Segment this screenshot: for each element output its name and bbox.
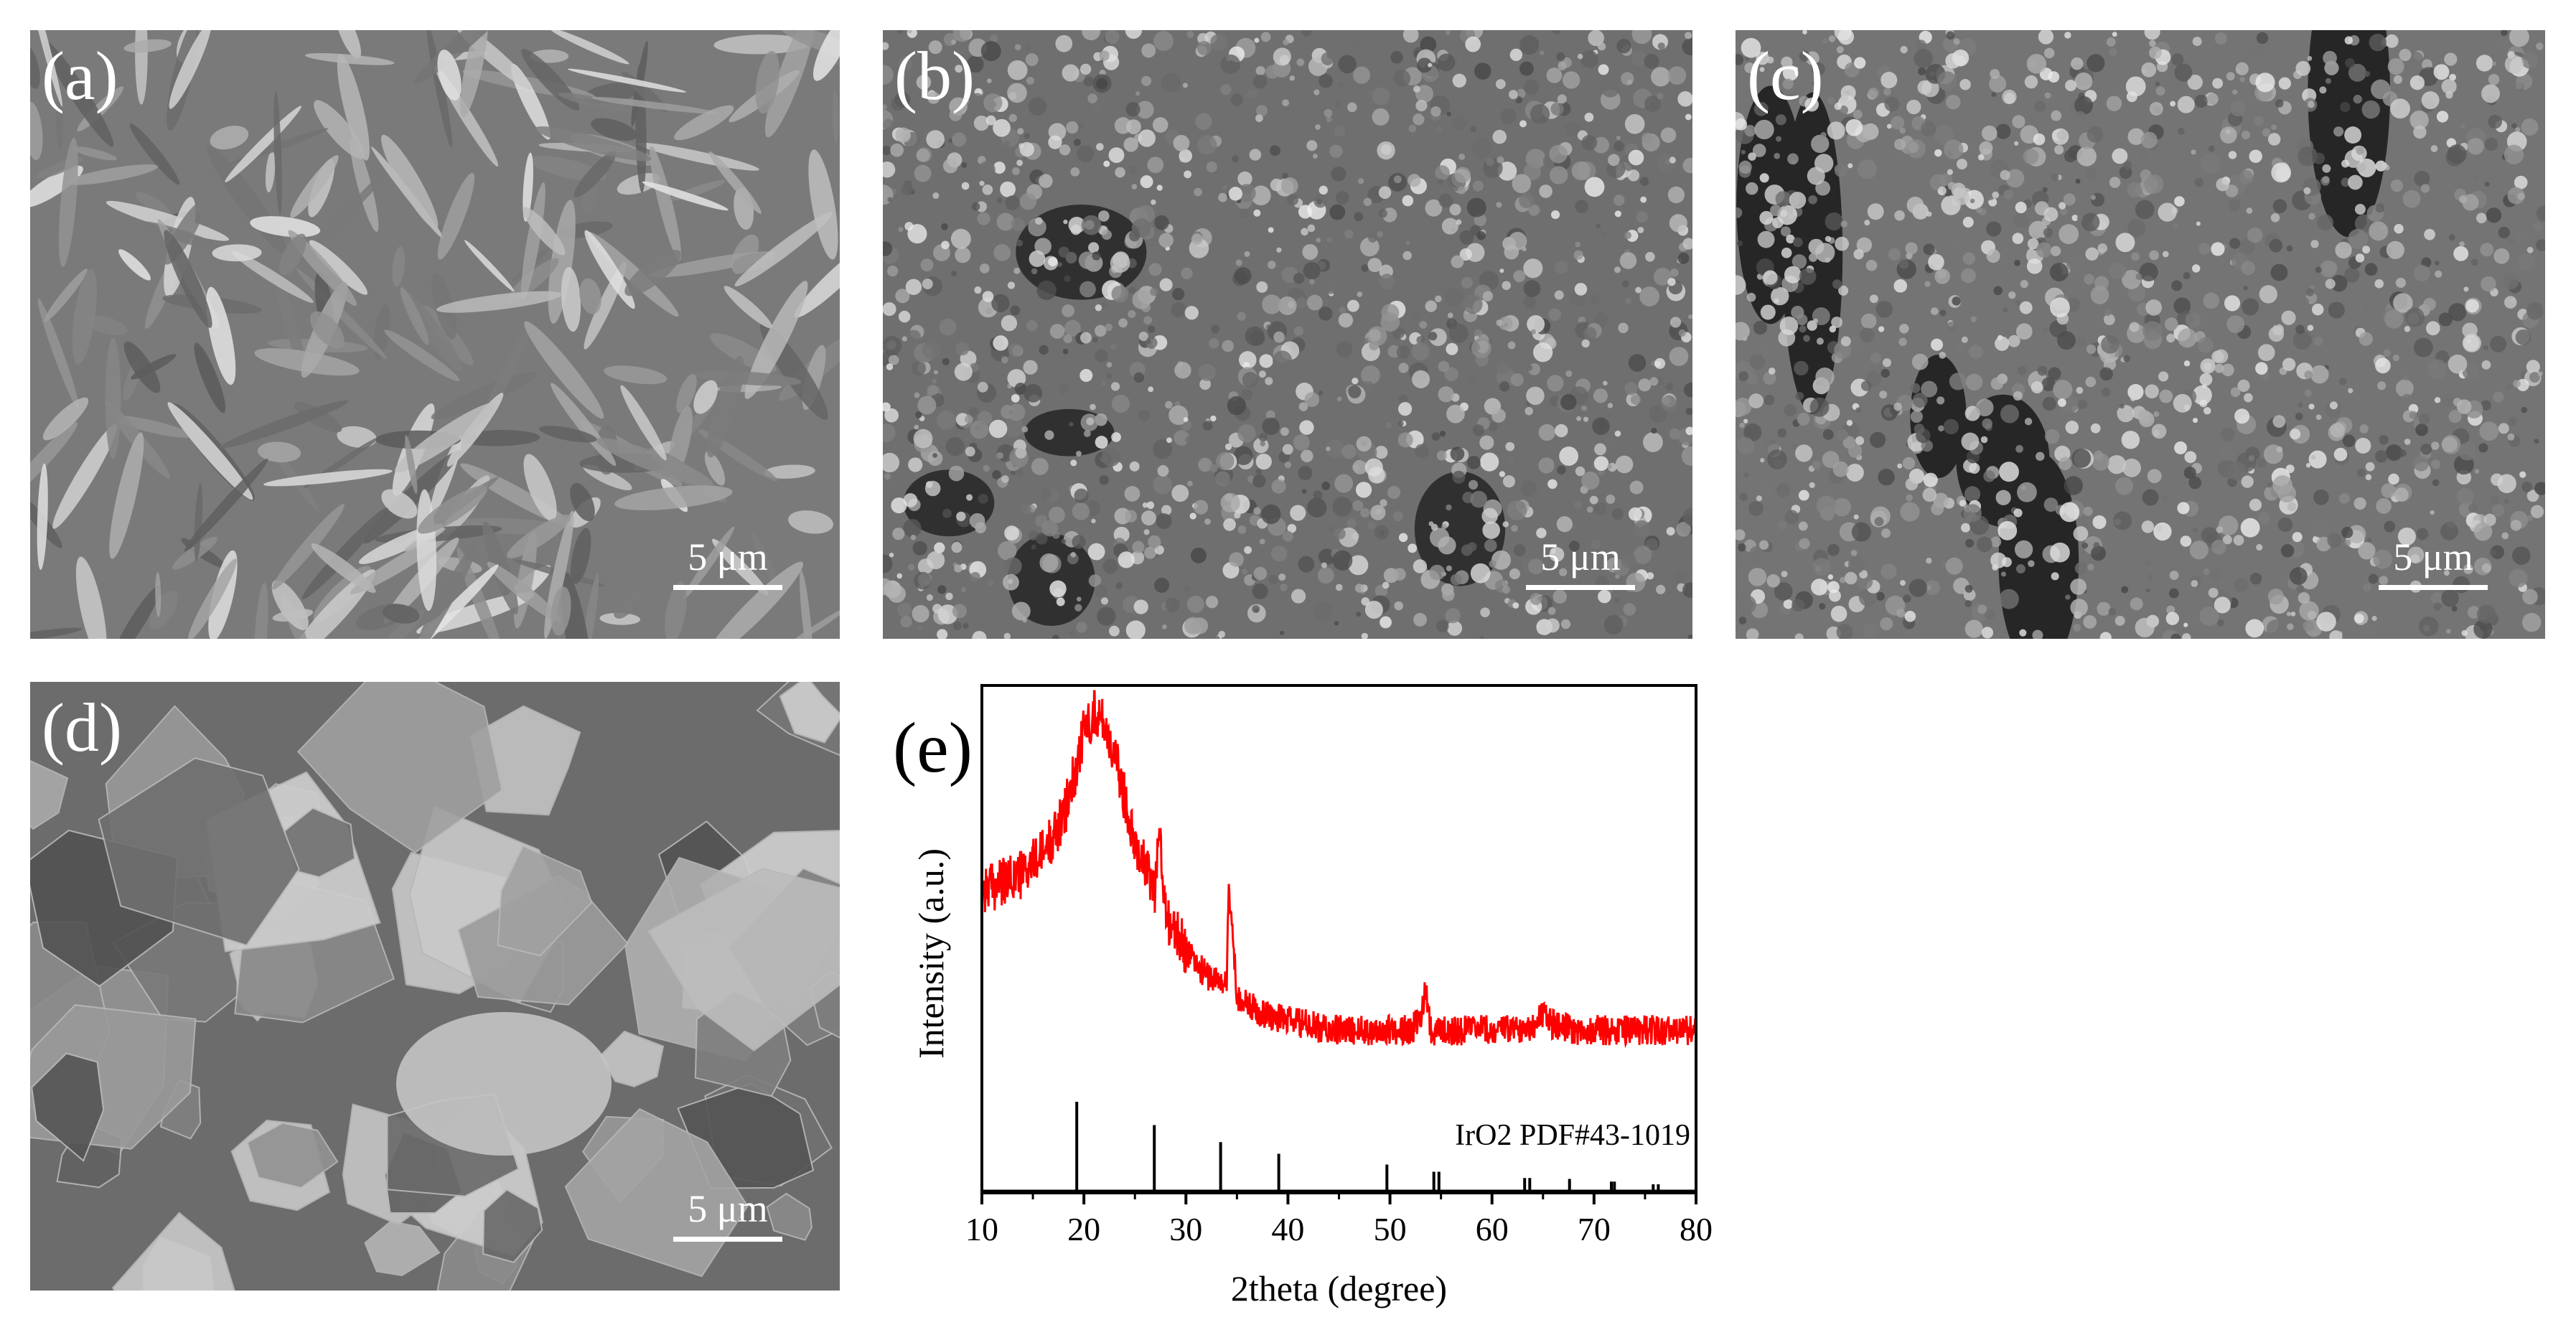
plot-frame <box>980 684 1697 1194</box>
panel-label-b: (b) <box>894 37 975 114</box>
x-tick-label: 30 <box>1169 1211 1202 1247</box>
x-axis-ticks: 10 20 30 40 50 60 70 80 <box>965 1193 1713 1247</box>
xrd-series <box>980 690 1697 1049</box>
scale-bar-d: 5 μm <box>673 1189 782 1242</box>
x-tick-label: 20 <box>1067 1211 1100 1247</box>
sem-image-d: (d) 5 μm <box>30 682 840 1291</box>
panel-label-c: (c) <box>1747 37 1824 114</box>
x-tick-label: 60 <box>1476 1211 1509 1247</box>
panel-label-a: (a) <box>42 37 118 114</box>
sem-image-c: (c) 5 μm <box>1736 30 2545 639</box>
x-tick-label: 70 <box>1578 1211 1611 1247</box>
scale-bar-c: 5 μm <box>2379 538 2488 590</box>
x-axis-label: 2theta (degree) <box>1231 1268 1447 1308</box>
scale-bar-line-c <box>2379 585 2488 590</box>
scale-bar-line-a <box>673 585 782 590</box>
chart-panel-label: (e) <box>893 708 973 787</box>
xrd-line-series <box>980 690 1697 1049</box>
y-axis-label: Intensity (a.u.) <box>911 848 951 1059</box>
sem-texture-b <box>883 30 1692 639</box>
sem-texture-a <box>30 30 840 639</box>
x-tick-label: 40 <box>1271 1211 1304 1247</box>
x-tick-label: 10 <box>965 1211 998 1247</box>
xrd-chart: 10 20 30 40 50 60 70 80 (e) IrO2 PDF#43-1019 2t… <box>893 684 1713 1308</box>
sem-image-a: (a) 5 μm <box>30 30 840 639</box>
x-tick-label: 80 <box>1680 1211 1713 1247</box>
sem-texture-d <box>30 682 840 1291</box>
sem-image-b: (b) 5 μm <box>883 30 1692 639</box>
scale-bar-label-a: 5 μm <box>688 535 768 579</box>
xrd-chart-panel: 10 20 30 40 50 60 70 80 (e) IrO2 PDF#43-1019 2t… <box>883 675 1744 1321</box>
panel-label-d: (d) <box>42 689 122 766</box>
scale-bar-a: 5 μm <box>673 538 782 590</box>
scale-bar-line-b <box>1526 585 1635 590</box>
scale-bar-b: 5 μm <box>1526 538 1635 590</box>
scale-bar-label-b: 5 μm <box>1540 535 1621 579</box>
x-tick-label: 50 <box>1374 1211 1407 1247</box>
scale-bar-line-d <box>673 1237 782 1242</box>
scale-bar-label-c: 5 μm <box>2393 535 2473 579</box>
reference-label: IrO2 PDF#43-1019 <box>1455 1119 1690 1152</box>
scale-bar-label-d: 5 μm <box>688 1187 768 1230</box>
